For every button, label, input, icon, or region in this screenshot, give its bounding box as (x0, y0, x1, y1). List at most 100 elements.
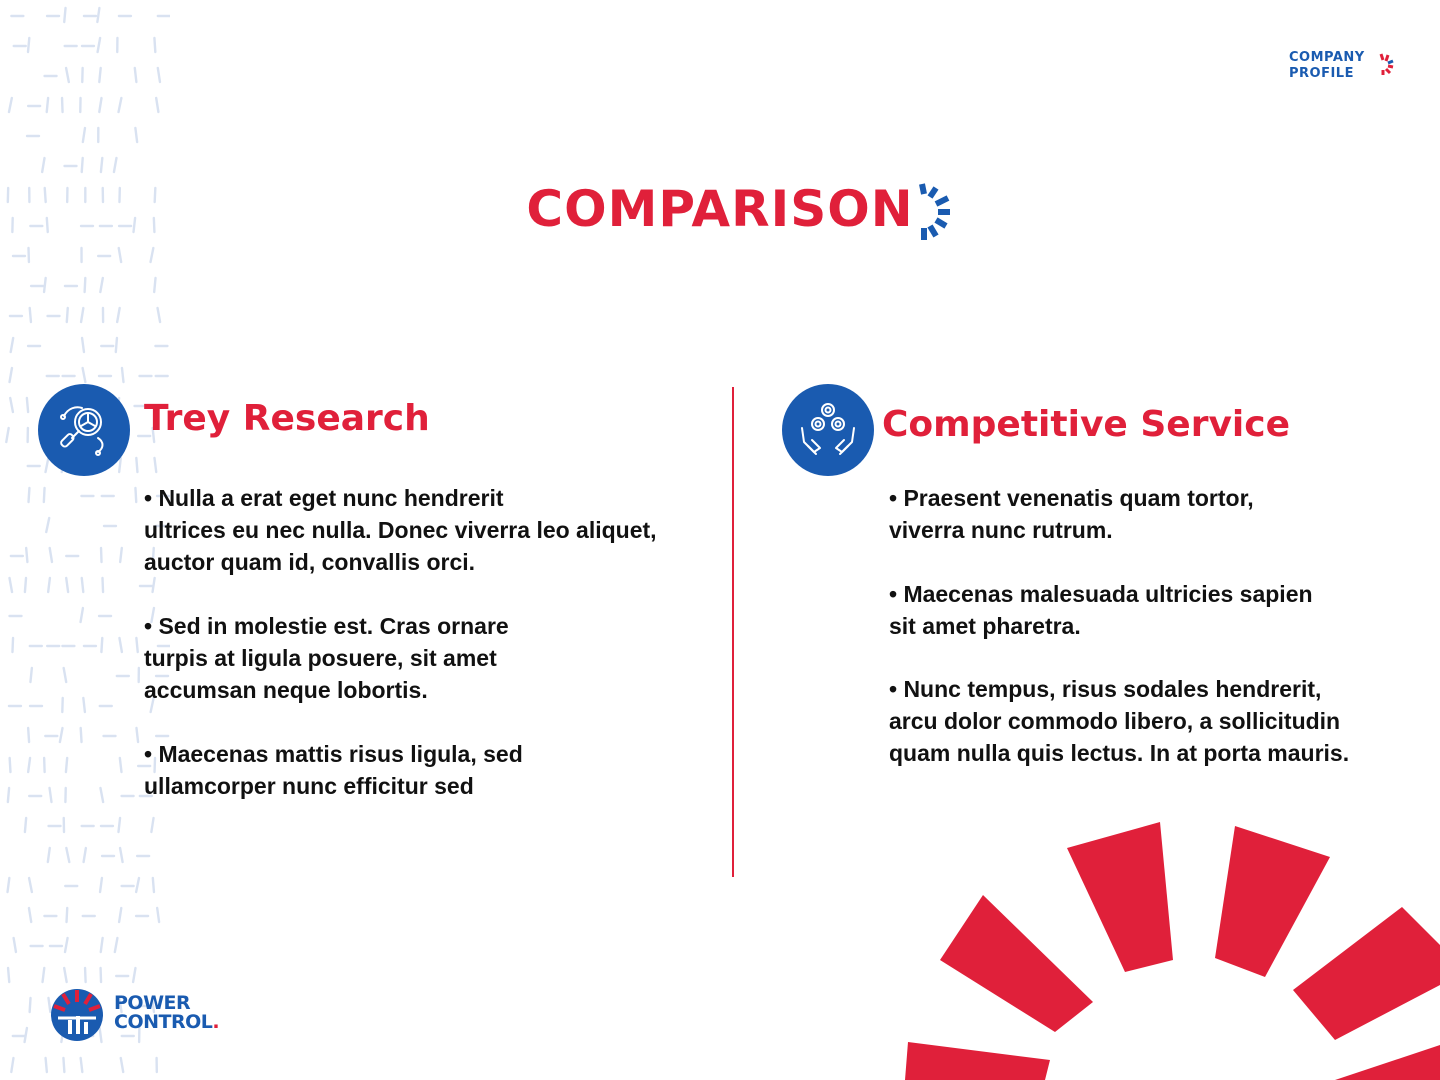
pattern-tick (98, 876, 104, 894)
brand-line-2: PROFILE (1289, 66, 1354, 81)
pattern-tick (8, 366, 14, 384)
pattern-tick (120, 366, 125, 384)
pattern-tick (64, 66, 71, 84)
pattern-tick (153, 36, 157, 54)
pattern-tick (98, 96, 103, 114)
pattern-tick (23, 576, 28, 594)
pattern-tick (42, 486, 46, 504)
pattern-tick (45, 216, 49, 234)
column-divider (732, 387, 734, 877)
pattern-tick (9, 336, 15, 354)
research-icon-badge (38, 384, 130, 476)
pattern-tick (113, 936, 119, 954)
pattern-tick (117, 456, 122, 474)
pattern-tick (83, 966, 87, 984)
pattern-tick (28, 306, 33, 324)
burst-icon (1379, 53, 1394, 75)
pattern-tick (96, 36, 102, 54)
pattern-tick (134, 486, 138, 504)
pattern-tick (150, 606, 156, 624)
pattern-tick (118, 756, 123, 774)
pattern-tick (9, 396, 15, 414)
pattern-tick (153, 456, 158, 474)
pattern-tick (12, 936, 18, 954)
pattern-tick (135, 456, 139, 474)
pattern-tick (96, 6, 101, 24)
pattern-tick (118, 846, 124, 864)
pattern-tick (152, 276, 157, 294)
pattern-tick (26, 36, 31, 54)
pattern-tick (26, 726, 31, 744)
pattern-tick (6, 966, 11, 984)
pattern-tick (8, 756, 12, 774)
pattern-tick (27, 906, 33, 924)
pattern-tick (152, 216, 156, 234)
bullet-service-3: • Nunc tempus, risus sodales hendrerit, … (889, 676, 1350, 766)
pattern-tick (46, 576, 52, 594)
title-wrapper: COMPARISON (0, 180, 1440, 240)
company-profile-mark: COMPANY PROFILE (1289, 50, 1394, 82)
pattern-tick (150, 816, 155, 834)
pattern-tick (114, 336, 119, 354)
pattern-tick (133, 66, 138, 84)
pattern-tick (65, 576, 70, 594)
page-title-text: COMPARISON (526, 180, 914, 238)
logo-line-2-text: CONTROL (114, 1011, 213, 1033)
pattern-tick (100, 636, 104, 654)
pattern-tick (131, 966, 137, 984)
pattern-tick (8, 576, 14, 594)
pattern-tick (99, 936, 104, 954)
bullet-service-1: • Praesent venenatis quam tortor, viverr… (889, 485, 1254, 543)
pattern-tick (44, 456, 50, 474)
title-burst-icon (918, 183, 950, 240)
pattern-tick (6, 876, 11, 894)
pattern-tick (101, 576, 105, 594)
pattern-tick (7, 96, 14, 114)
pattern-tick (63, 6, 67, 24)
pattern-tick (98, 1026, 103, 1044)
pattern-tick (45, 96, 50, 114)
pattern-tick (24, 546, 29, 564)
power-control-logo-icon (51, 989, 103, 1041)
column-heading-research: Trey Research (144, 398, 430, 439)
pattern-tick (99, 156, 104, 174)
service-icon-badge (782, 384, 874, 476)
pattern-tick (65, 306, 69, 324)
pattern-tick (82, 846, 88, 864)
sunburst-decoration (905, 822, 1440, 1080)
pattern-tick (27, 486, 31, 504)
page-title: COMPARISON (526, 180, 950, 240)
pattern-tick (115, 306, 121, 324)
pattern-tick (29, 666, 34, 684)
pattern-tick (64, 756, 69, 774)
pattern-tick (99, 786, 105, 804)
pattern-tick (82, 696, 87, 714)
hands-gears-icon (801, 403, 855, 455)
bullet-research-1: • Nulla a erat eget nunc hendrerit ultri… (144, 485, 657, 575)
magnifier-chart-icon (60, 406, 104, 456)
bullet-research-2: • Sed in molestie est. Cras ornare turpi… (144, 613, 509, 703)
pattern-tick (118, 546, 124, 564)
pattern-tick (118, 636, 124, 654)
brand-line-1: COMPANY (1289, 50, 1365, 65)
pattern-tick (135, 726, 140, 744)
pattern-tick (41, 966, 46, 984)
pattern-tick (151, 876, 156, 894)
pattern-tick (48, 786, 53, 804)
pattern-tick (44, 1056, 49, 1074)
pattern-tick (117, 96, 123, 114)
pattern-tick (83, 276, 87, 294)
pattern-tick (23, 816, 28, 834)
pattern-tick (149, 246, 155, 264)
pattern-tick (153, 186, 157, 204)
background-pattern (5, 6, 170, 1074)
pattern-tick (6, 786, 11, 804)
pattern-tick (81, 366, 87, 384)
power-control-logo-text: POWER CONTROL. (114, 994, 220, 1033)
pattern-tick (58, 726, 64, 744)
pattern-tick (23, 1026, 29, 1044)
logo-dot: . (212, 1011, 220, 1033)
pattern-tick (155, 906, 161, 924)
pattern-tick (80, 576, 85, 594)
pattern-tick (25, 396, 30, 414)
